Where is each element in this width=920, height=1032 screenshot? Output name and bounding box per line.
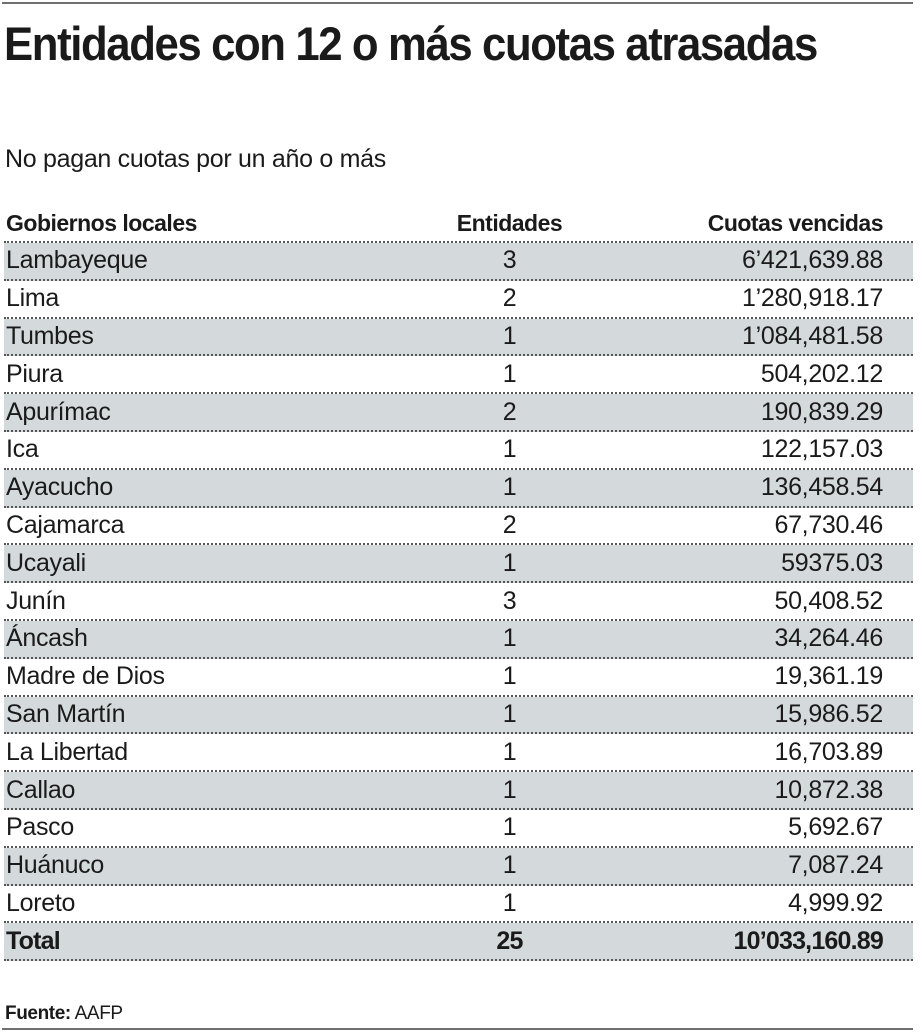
- cell-cuotas: 136,458.54: [760, 473, 883, 502]
- cell-cuotas: 4,999.92: [788, 888, 883, 917]
- table-row-total: Total 25 10’033,160.89: [4, 923, 913, 962]
- cell-gobierno: Junín: [6, 586, 66, 615]
- total-entidades: 25: [496, 926, 523, 955]
- cell-entidades: 1: [502, 435, 517, 464]
- cell-entidades: 1: [502, 775, 517, 804]
- cell-gobierno: Loreto: [6, 888, 76, 917]
- cell-entidades: 1: [502, 321, 517, 350]
- cell-cuotas: 50,408.52: [774, 586, 883, 615]
- bottom-rule: [2, 1028, 913, 1030]
- table-row: Junín 3 50,408.52: [4, 583, 913, 621]
- cell-gobierno: Callao: [6, 775, 76, 804]
- cell-cuotas: 15,986.52: [774, 699, 883, 728]
- cell-entidades: 3: [502, 586, 517, 615]
- cell-cuotas: 6’421,639.88: [742, 246, 883, 275]
- cell-entidades: 1: [502, 737, 517, 766]
- table-row: La Libertad 1 16,703.89: [4, 734, 913, 773]
- page-subtitle: No pagan cuotas por un año o más: [5, 145, 386, 173]
- cell-cuotas: 1’084,481.58: [742, 321, 883, 350]
- table-row: Ucayali 1 59375.03: [4, 545, 913, 584]
- cell-cuotas: 1’280,918.17: [742, 284, 883, 313]
- cell-entidades: 1: [502, 813, 517, 842]
- cell-cuotas: 5,692.67: [788, 813, 883, 842]
- table-row: Piura 1 504,202.12: [4, 356, 913, 395]
- cell-gobierno: Apurímac: [6, 397, 111, 426]
- table-row: Tumbes 1 1’084,481.58: [4, 318, 913, 357]
- cell-gobierno: San Martín: [6, 699, 126, 728]
- top-rule: [2, 2, 913, 4]
- cell-entidades: 2: [502, 510, 517, 539]
- table-row: Loreto 1 4,999.92: [4, 886, 913, 924]
- cell-cuotas: 122,157.03: [760, 435, 883, 464]
- table-row: Ayacucho 1 136,458.54: [4, 469, 913, 508]
- table-header: Gobiernos locales Entidades Cuotas venci…: [4, 205, 913, 243]
- table-row: San Martín 1 15,986.52: [4, 696, 913, 735]
- cell-entidades: 2: [502, 397, 517, 426]
- cell-gobierno: Cajamarca: [6, 510, 125, 539]
- cell-entidades: 1: [502, 359, 517, 388]
- cell-entidades: 3: [502, 246, 517, 275]
- table-row: Callao 1 10,872.38: [4, 772, 913, 810]
- source-value: AAFP: [70, 1003, 123, 1024]
- column-header-gobiernos: Gobiernos locales: [6, 209, 197, 236]
- cell-entidades: 1: [502, 548, 517, 577]
- cell-gobierno: La Libertad: [6, 737, 128, 766]
- cell-cuotas: 34,264.46: [774, 624, 883, 653]
- cell-cuotas: 10,872.38: [774, 775, 883, 804]
- cell-gobierno: Áncash: [6, 624, 88, 653]
- cell-cuotas: 190,839.29: [760, 397, 883, 426]
- cell-gobierno: Ica: [6, 435, 39, 464]
- cell-entidades: 1: [502, 851, 517, 880]
- cell-entidades: 2: [502, 284, 517, 313]
- cell-cuotas: 67,730.46: [774, 510, 883, 539]
- table-row: Madre de Dios 1 19,361.19: [4, 659, 913, 697]
- cell-gobierno: Piura: [6, 359, 63, 388]
- cell-gobierno: Madre de Dios: [6, 662, 165, 691]
- data-table: Gobiernos locales Entidades Cuotas venci…: [4, 205, 913, 962]
- column-header-cuotas: Cuotas vencidas: [707, 209, 884, 236]
- table-row: Lambayeque 3 6’421,639.88: [4, 243, 913, 281]
- column-header-entidades: Entidades: [456, 209, 563, 236]
- cell-gobierno: Lima: [6, 284, 59, 313]
- table-body: Lambayeque 3 6’421,639.88 Lima 2 1’280,918.17…: [4, 243, 913, 924]
- cell-gobierno: Huánuco: [6, 851, 104, 880]
- cell-cuotas: 19,361.19: [774, 662, 883, 691]
- source-note: Fuente: AAFP: [5, 1003, 123, 1025]
- cell-gobierno: Ucayali: [6, 548, 86, 577]
- cell-entidades: 1: [502, 473, 517, 502]
- cell-entidades: 1: [502, 662, 517, 691]
- table-row: Ica 1 122,157.03: [4, 432, 913, 470]
- cell-cuotas: 504,202.12: [760, 359, 883, 388]
- cell-entidades: 1: [502, 699, 517, 728]
- cell-entidades: 1: [502, 624, 517, 653]
- cell-gobierno: Pasco: [6, 813, 74, 842]
- table-row: Pasco 1 5,692.67: [4, 810, 913, 848]
- cell-entidades: 1: [502, 888, 517, 917]
- total-label: Total: [6, 926, 61, 955]
- table-row: Áncash 1 34,264.46: [4, 620, 913, 659]
- total-cuotas: 10’033,160.89: [733, 926, 884, 955]
- cell-cuotas: 7,087.24: [788, 851, 883, 880]
- cell-gobierno: Tumbes: [6, 321, 94, 350]
- table-row: Lima 2 1’280,918.17: [4, 281, 913, 319]
- table-row: Apurímac 2 190,839.29: [4, 394, 913, 432]
- table-row: Cajamarca 2 67,730.46: [4, 508, 913, 546]
- table-row: Huánuco 1 7,087.24: [4, 847, 913, 886]
- cell-gobierno: Ayacucho: [6, 473, 113, 502]
- cell-cuotas: 16,703.89: [774, 737, 883, 766]
- cell-gobierno: Lambayeque: [6, 246, 148, 275]
- page-title: Entidades con 12 o más cuotas atrasadas: [4, 17, 818, 70]
- source-label: Fuente:: [5, 1003, 71, 1024]
- cell-cuotas: 59375.03: [781, 548, 883, 577]
